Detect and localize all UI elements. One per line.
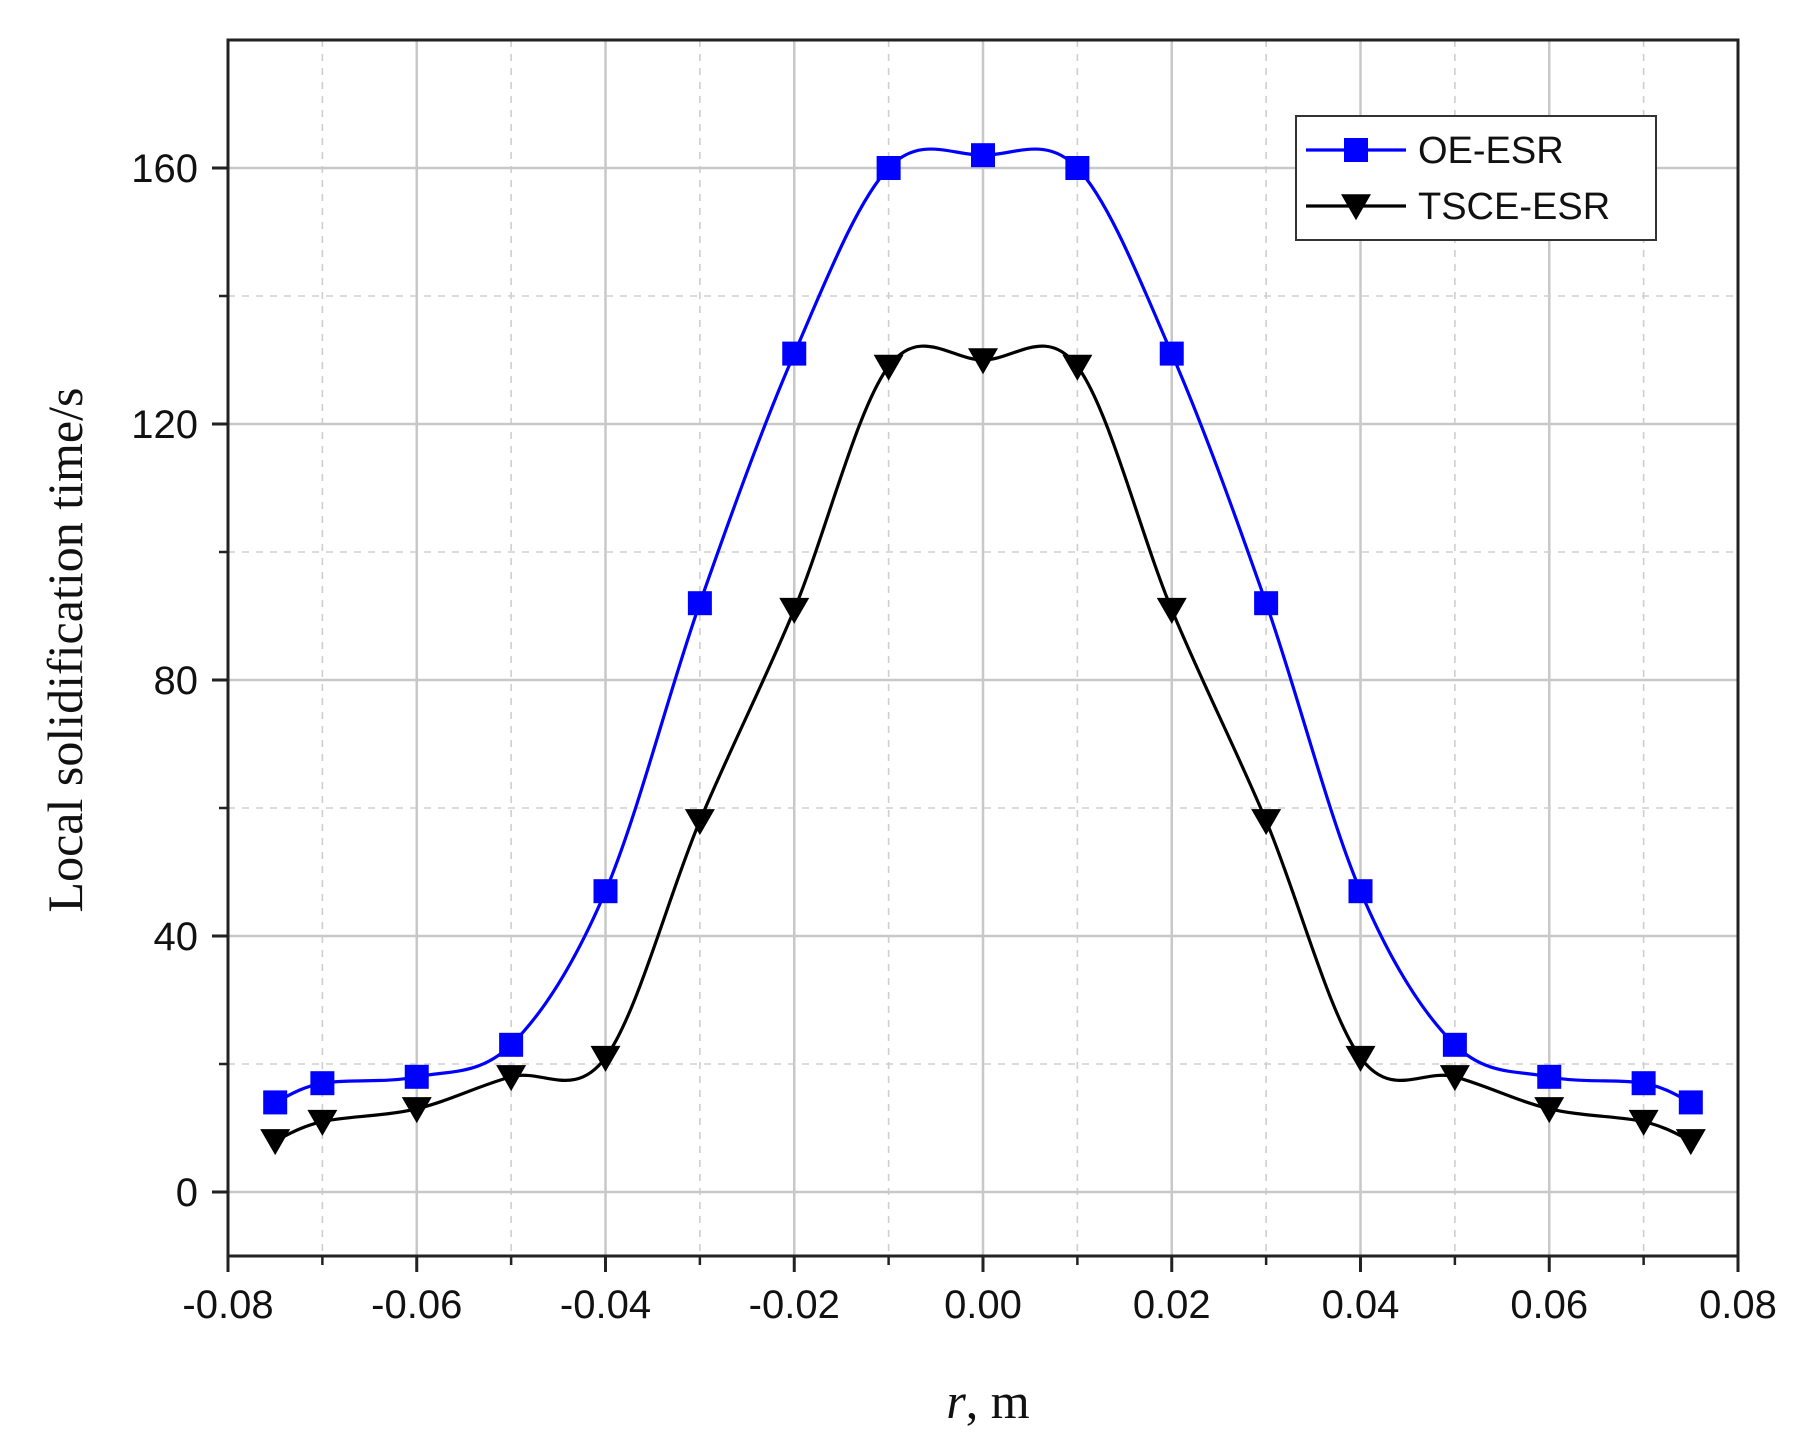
- data-point: [310, 1071, 335, 1096]
- x-tick-label: 0.06: [1510, 1283, 1588, 1327]
- data-point: [404, 1064, 429, 1089]
- x-tick-label: 0.04: [1322, 1283, 1400, 1327]
- legend-entry: TSCE-ESR: [1306, 186, 1610, 228]
- series-oe-esr: [263, 143, 1703, 1115]
- data-point: [1345, 1045, 1376, 1072]
- series-tsce-esr: [260, 344, 1706, 1156]
- data-point: [499, 1032, 524, 1057]
- y-tick-labels: 0 40 80 120 160: [131, 147, 198, 1215]
- y-axis-title: Local solidification time/s: [37, 388, 93, 913]
- data-point: [1628, 1109, 1659, 1136]
- tick-marks: [212, 166, 1740, 1272]
- legend-marker: [1344, 138, 1368, 162]
- x-tick-label: -0.06: [371, 1283, 462, 1327]
- x-axis-title: r, m: [946, 1373, 1029, 1429]
- series-layer: [260, 143, 1706, 1156]
- x-tick-label: -0.08: [182, 1283, 273, 1327]
- data-point: [873, 354, 904, 381]
- legend-entry: OE-ESR: [1306, 130, 1564, 172]
- data-point: [782, 341, 807, 366]
- legend-label: TSCE-ESR: [1418, 186, 1610, 228]
- data-point: [263, 1090, 288, 1115]
- data-point: [1442, 1032, 1467, 1057]
- legend: OE-ESR TSCE-ESR: [1295, 115, 1657, 241]
- data-point: [1439, 1065, 1470, 1092]
- data-point: [260, 1129, 291, 1156]
- legend-marker: [1341, 194, 1371, 221]
- y-tick-label: 80: [154, 659, 199, 703]
- data-point: [779, 597, 810, 624]
- legend-label: OE-ESR: [1418, 130, 1564, 172]
- data-point: [684, 809, 715, 836]
- y-tick-label: 0: [176, 1171, 198, 1215]
- x-tick-label: -0.02: [749, 1283, 840, 1327]
- data-point: [1156, 597, 1187, 624]
- data-point: [593, 879, 618, 904]
- data-point: [1537, 1064, 1562, 1089]
- x-tick-label: 0.08: [1699, 1283, 1777, 1327]
- data-point: [687, 591, 712, 616]
- data-point: [1254, 591, 1279, 616]
- data-point: [876, 156, 901, 180]
- data-point: [1675, 1129, 1706, 1156]
- x-tick-labels: -0.08 -0.06 -0.04 -0.02 0.00 0.02 0.04 0.06 0.08: [182, 1283, 1777, 1327]
- data-point: [307, 1109, 338, 1136]
- y-tick-label: 120: [131, 403, 198, 447]
- data-point: [1159, 341, 1184, 366]
- data-point: [1065, 156, 1090, 180]
- data-point: [496, 1065, 527, 1092]
- data-point: [1678, 1090, 1703, 1115]
- x-tick-label: 0.02: [1133, 1283, 1211, 1327]
- data-point: [971, 143, 995, 168]
- data-point: [968, 348, 998, 375]
- y-tick-label: 160: [131, 147, 198, 191]
- data-point: [1251, 809, 1282, 836]
- x-tick-label: 0.00: [944, 1283, 1022, 1327]
- data-point: [590, 1045, 621, 1072]
- x-tick-label: -0.04: [560, 1283, 651, 1327]
- y-tick-label: 40: [154, 915, 199, 959]
- data-point: [1631, 1071, 1656, 1096]
- data-point: [401, 1097, 432, 1124]
- data-point: [1534, 1097, 1565, 1124]
- data-point: [1062, 354, 1093, 381]
- data-point: [1348, 879, 1373, 904]
